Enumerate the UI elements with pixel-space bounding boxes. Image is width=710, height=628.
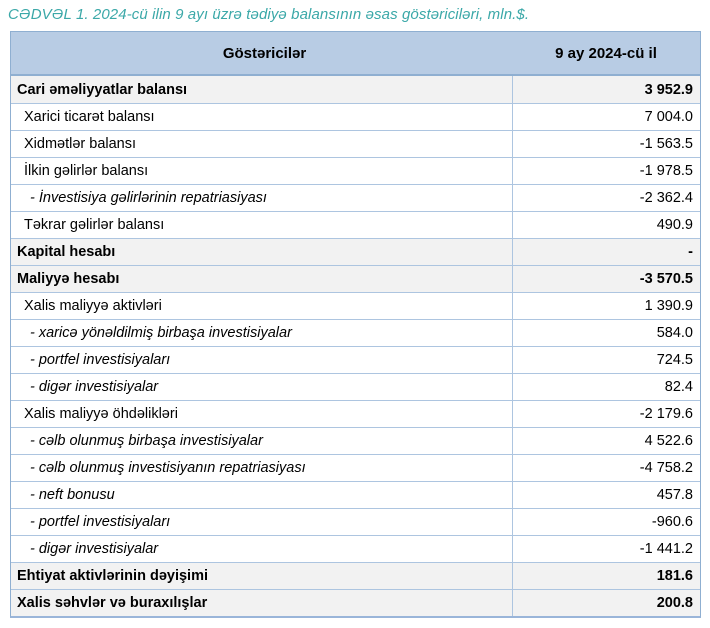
table-row: Təkrar gəlirlər balansı 490.9 bbox=[11, 211, 700, 238]
row-label: Maliyyə hesabı bbox=[17, 271, 120, 287]
row-value: -1 978.5 bbox=[512, 158, 700, 184]
row-label: - digər investisiyalar bbox=[30, 541, 159, 557]
table-caption: CƏDVƏL 1. 2024-cü ilin 9 ayı üzrə tədiyə… bbox=[8, 6, 530, 23]
row-value: -2 362.4 bbox=[512, 185, 700, 211]
table-row: - digər investisiyalar 82.4 bbox=[11, 373, 700, 400]
row-label: - İnvestisiya gəlirlərinin repatriasiyas… bbox=[30, 190, 267, 206]
table-row: Xalis maliyyə aktivləri 1 390.9 bbox=[11, 292, 700, 319]
row-value: 490.9 bbox=[512, 212, 700, 238]
row-value: -2 179.6 bbox=[512, 401, 700, 427]
row-label: - neft bonusu bbox=[30, 487, 115, 503]
table-row: Xarici ticarət balansı 7 004.0 bbox=[11, 103, 700, 130]
row-label: İlkin gəlirlər balansı bbox=[24, 163, 149, 179]
row-value: 3 952.9 bbox=[512, 76, 700, 103]
table-row: Xalis səhvlər və buraxılışlar 200.8 bbox=[11, 589, 700, 616]
row-value: 181.6 bbox=[512, 563, 700, 589]
row-label: - xaricə yönəldilmiş birbaşa investisiya… bbox=[30, 325, 292, 341]
table-row: Cari əməliyyatlar balansı 3 952.9 bbox=[11, 76, 700, 103]
row-value: 82.4 bbox=[512, 374, 700, 400]
row-label: Xarici ticarət balansı bbox=[24, 109, 155, 125]
row-label: - portfel investisiyaları bbox=[30, 514, 171, 530]
table-row: - neft bonusu 457.8 bbox=[11, 481, 700, 508]
row-value: -1 563.5 bbox=[512, 131, 700, 157]
row-label: Xalis səhvlər və buraxılışlar bbox=[17, 595, 208, 611]
row-label: - portfel investisiyaları bbox=[30, 352, 171, 368]
table-row: Ehtiyat aktivlərinin dəyişimi 181.6 bbox=[11, 562, 700, 589]
row-value: 1 390.9 bbox=[512, 293, 700, 319]
column-header-indicators: Göstəricilər bbox=[222, 44, 307, 62]
row-value: -960.6 bbox=[512, 509, 700, 535]
table-header-row: Göstəricilər 9 ay 2024-cü il bbox=[11, 32, 700, 76]
row-value: - bbox=[512, 239, 700, 265]
table-row: - İnvestisiya gəlirlərinin repatriasiyas… bbox=[11, 184, 700, 211]
table-row: İlkin gəlirlər balansı -1 978.5 bbox=[11, 157, 700, 184]
table-row: - cəlb olunmuş investisiyanın repatriasi… bbox=[11, 454, 700, 481]
balance-of-payments-table: Göstəricilər 9 ay 2024-cü il Cari əməliy… bbox=[10, 31, 701, 618]
row-value: 457.8 bbox=[512, 482, 700, 508]
row-value: 584.0 bbox=[512, 320, 700, 346]
table-row: Kapital hesabı - bbox=[11, 238, 700, 265]
table-row: - portfel investisiyaları -960.6 bbox=[11, 508, 700, 535]
row-label: Ehtiyat aktivlərinin dəyişimi bbox=[17, 568, 208, 584]
row-label: - cəlb olunmuş investisiyanın repatriasi… bbox=[30, 460, 306, 476]
table-row: Xalis maliyyə öhdəlikləri -2 179.6 bbox=[11, 400, 700, 427]
table-body: Cari əməliyyatlar balansı 3 952.9 Xarici t… bbox=[11, 76, 700, 616]
row-value: -4 758.2 bbox=[512, 455, 700, 481]
table-row: Maliyyə hesabı -3 570.5 bbox=[11, 265, 700, 292]
row-label: Xalis maliyyə aktivləri bbox=[24, 298, 162, 314]
table-row: Xidmətlər balansı -1 563.5 bbox=[11, 130, 700, 157]
row-value: 7 004.0 bbox=[512, 104, 700, 130]
table-row: - xaricə yönəldilmiş birbaşa investisiya… bbox=[11, 319, 700, 346]
row-label: Kapital hesabı bbox=[17, 244, 116, 260]
row-value: 4 522.6 bbox=[512, 428, 700, 454]
column-header-period: 9 ay 2024-cü il bbox=[555, 44, 657, 62]
row-label: - digər investisiyalar bbox=[30, 379, 159, 395]
row-label: Xalis maliyyə öhdəlikləri bbox=[24, 406, 178, 422]
row-value: -3 570.5 bbox=[512, 266, 700, 292]
row-label: - cəlb olunmuş birbaşa investisiyalar bbox=[30, 433, 263, 449]
row-label: Təkrar gəlirlər balansı bbox=[24, 217, 165, 233]
row-label: Cari əməliyyatlar balansı bbox=[17, 81, 188, 98]
table-row: - portfel investisiyaları 724.5 bbox=[11, 346, 700, 373]
row-value: -1 441.2 bbox=[512, 536, 700, 562]
row-value: 200.8 bbox=[512, 590, 700, 616]
row-value: 724.5 bbox=[512, 347, 700, 373]
table-row: - digər investisiyalar -1 441.2 bbox=[11, 535, 700, 562]
table-row: - cəlb olunmuş birbaşa investisiyalar 4 5… bbox=[11, 427, 700, 454]
row-label: Xidmətlər balansı bbox=[24, 136, 137, 152]
